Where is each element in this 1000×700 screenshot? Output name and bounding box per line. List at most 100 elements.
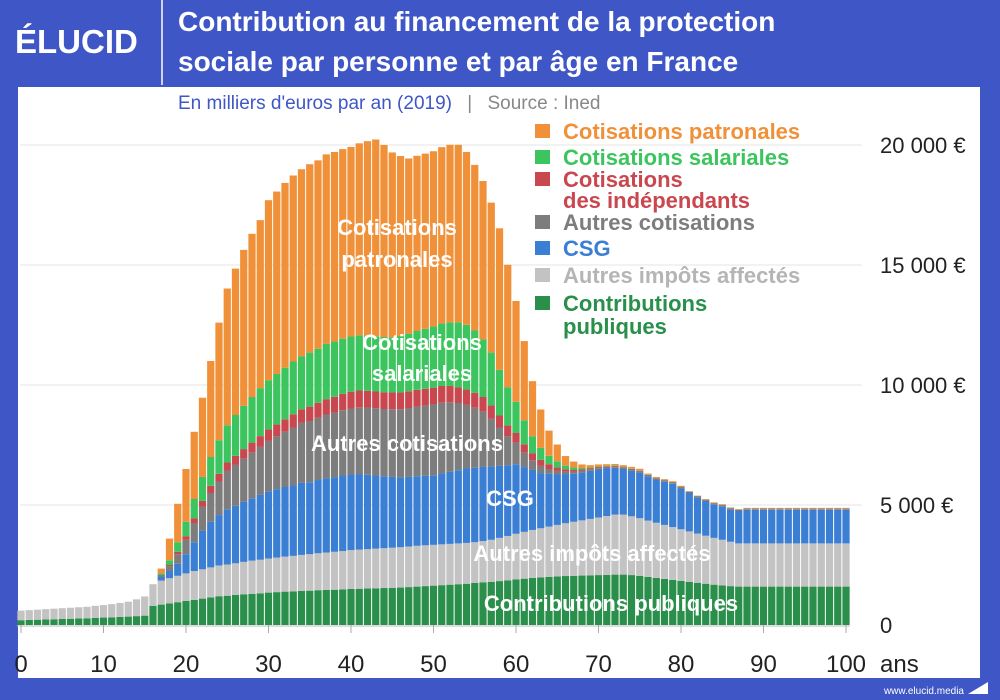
bar-segment bbox=[174, 554, 182, 564]
bar-segment bbox=[347, 474, 355, 551]
legend-label: Autres cotisations bbox=[563, 210, 755, 235]
bar-segment bbox=[182, 536, 190, 540]
bar-segment bbox=[231, 455, 240, 465]
bar-segment bbox=[776, 543, 784, 587]
bar-segment bbox=[471, 542, 479, 583]
bar-segment bbox=[273, 489, 281, 558]
bar-segment bbox=[388, 547, 396, 588]
bar-segment bbox=[174, 602, 182, 625]
bar-segment bbox=[636, 575, 644, 625]
bar-segment bbox=[372, 391, 380, 409]
legend-swatch bbox=[535, 150, 550, 164]
bar-segment bbox=[223, 470, 231, 510]
bar-segment bbox=[281, 431, 289, 487]
bar-segment bbox=[75, 607, 83, 619]
bar-segment bbox=[834, 509, 842, 544]
bar-segment bbox=[396, 336, 405, 393]
bar-segment bbox=[570, 473, 578, 522]
bar-segment bbox=[561, 465, 570, 470]
bar-segment bbox=[710, 537, 718, 585]
bar-segment bbox=[380, 392, 388, 409]
bar-segment bbox=[495, 581, 504, 625]
bar-segment bbox=[578, 470, 586, 473]
bar-segment bbox=[198, 397, 207, 477]
bar-segment bbox=[231, 505, 240, 564]
bar-segment bbox=[726, 509, 735, 542]
bar-segment bbox=[594, 575, 603, 625]
bar-segment bbox=[165, 566, 174, 571]
bar-segment bbox=[545, 526, 553, 577]
bar-segment bbox=[735, 511, 743, 544]
bar-segment bbox=[240, 449, 248, 459]
bar-segment bbox=[759, 586, 768, 625]
bar-segment bbox=[240, 561, 248, 595]
bar-segment bbox=[273, 436, 281, 490]
bar-segment bbox=[207, 361, 215, 457]
bar-segment bbox=[528, 460, 537, 470]
legend-item: Autres impôts affectés bbox=[535, 263, 800, 288]
bar-segment bbox=[413, 586, 421, 625]
bar-segment bbox=[207, 493, 215, 522]
bar-segment bbox=[421, 153, 429, 329]
bar-segment bbox=[611, 466, 619, 468]
bar-segment bbox=[677, 487, 685, 489]
bar-segment bbox=[405, 587, 413, 625]
bar-segment bbox=[446, 471, 454, 544]
bar-segment bbox=[817, 543, 825, 587]
y-tick-label: 10 000 € bbox=[880, 373, 966, 398]
bar-segment bbox=[462, 389, 471, 405]
inner-label: patronales bbox=[341, 247, 452, 272]
bar-segment bbox=[553, 461, 561, 468]
bar-segment bbox=[603, 468, 611, 517]
bar-segment bbox=[817, 509, 825, 544]
bar-segment bbox=[537, 409, 545, 448]
legend-item: Autres cotisations bbox=[535, 210, 755, 235]
bar-segment bbox=[619, 465, 627, 467]
bar-segment bbox=[363, 549, 372, 589]
inner-labels: Contributions publiques Autres impôts aff… bbox=[311, 215, 738, 616]
bar-segment bbox=[322, 414, 330, 479]
bar-segment bbox=[792, 509, 801, 544]
bar-segment bbox=[421, 586, 429, 625]
bar-segment bbox=[380, 548, 388, 589]
bar-segment bbox=[512, 433, 520, 443]
bar-segment bbox=[627, 516, 636, 576]
bar-segment bbox=[611, 467, 619, 515]
bar-segment bbox=[578, 520, 586, 576]
website-link[interactable]: www.elucid.media bbox=[883, 686, 964, 697]
bar-segment bbox=[165, 538, 174, 561]
bar-segment bbox=[669, 482, 677, 484]
bar-segment bbox=[190, 599, 198, 625]
bar-segment bbox=[801, 543, 809, 587]
bar-segment bbox=[50, 608, 58, 620]
bar-segment bbox=[462, 468, 471, 543]
bar-segment bbox=[347, 336, 355, 392]
bar-segment bbox=[322, 399, 330, 415]
bar-segment bbox=[471, 392, 479, 408]
bar-segment bbox=[330, 589, 339, 625]
bar-segment bbox=[306, 554, 314, 591]
bar-segment bbox=[355, 390, 363, 408]
bar-segment bbox=[322, 343, 330, 400]
bar-segment bbox=[561, 469, 570, 472]
bar-segment bbox=[768, 509, 776, 544]
bar-segment bbox=[363, 335, 372, 391]
bar-segment bbox=[801, 509, 809, 544]
bar-segment bbox=[636, 472, 644, 519]
bar-segment bbox=[91, 617, 99, 625]
bar-segment bbox=[174, 563, 182, 576]
bar-segment bbox=[429, 387, 438, 405]
bar-segment bbox=[537, 577, 545, 625]
bar-segment bbox=[58, 608, 66, 619]
bar-segment bbox=[429, 544, 438, 586]
bar-segment bbox=[207, 567, 215, 598]
bar-segment bbox=[454, 403, 462, 471]
bar-segment bbox=[454, 322, 462, 388]
bar-segment bbox=[421, 405, 429, 476]
y-tick-label: 15 000 € bbox=[880, 253, 966, 278]
bar-segment bbox=[215, 322, 223, 441]
bar-segment bbox=[388, 409, 396, 477]
bar-segment bbox=[297, 590, 306, 625]
bar-segment bbox=[776, 586, 784, 625]
bar-segment bbox=[190, 431, 198, 499]
